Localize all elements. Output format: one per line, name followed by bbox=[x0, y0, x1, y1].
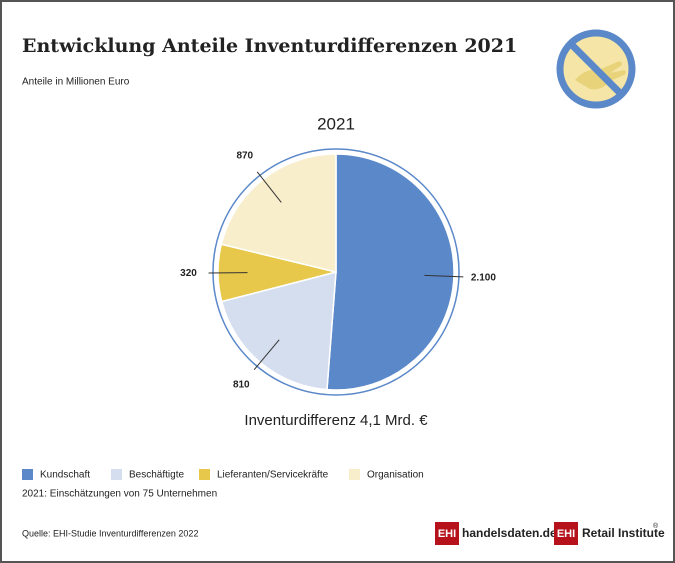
legend-swatch bbox=[199, 469, 210, 480]
logo-box bbox=[435, 522, 459, 545]
legend-label: Kundschaft bbox=[40, 470, 90, 481]
legend-label: Lieferanten/Servicekräfte bbox=[217, 470, 329, 481]
legend-swatch bbox=[349, 469, 360, 480]
legend-label: Beschäftigte bbox=[129, 470, 184, 481]
leader-line bbox=[424, 274, 464, 278]
legend-label: Organisation bbox=[367, 470, 424, 481]
logo-text: Retail Institute bbox=[582, 526, 665, 540]
legend-swatch bbox=[22, 469, 33, 480]
data-label: 2.100 bbox=[471, 272, 496, 283]
source: Quelle: EHI-Studie Inventurdifferenzen 2… bbox=[22, 528, 198, 538]
pie-ring bbox=[212, 148, 460, 396]
leader-line bbox=[253, 339, 280, 371]
pie-title: 2021 bbox=[317, 114, 355, 133]
no-theft-icon bbox=[556, 29, 636, 109]
data-label: 870 bbox=[236, 151, 253, 162]
chart-subtitle: Anteile in Millionen Euro bbox=[22, 77, 130, 88]
legend-swatch bbox=[111, 469, 122, 480]
logo-box bbox=[554, 522, 578, 545]
logo-text: handelsdaten.de bbox=[462, 526, 557, 540]
total-label: Inventurdifferenz 4,1 Mrd. € bbox=[244, 412, 428, 429]
chart-title: Entwicklung Anteile Inventurdifferenzen … bbox=[22, 35, 517, 57]
logo-text: EHI bbox=[438, 528, 456, 540]
data-label: 810 bbox=[233, 380, 250, 391]
logo-text: ® bbox=[653, 522, 659, 530]
data-label: 320 bbox=[180, 268, 197, 279]
note: 2021: Einschätzungen von 75 Unternehmen bbox=[22, 489, 217, 500]
logo-text: EHI bbox=[557, 528, 575, 540]
leader-line bbox=[256, 171, 282, 203]
